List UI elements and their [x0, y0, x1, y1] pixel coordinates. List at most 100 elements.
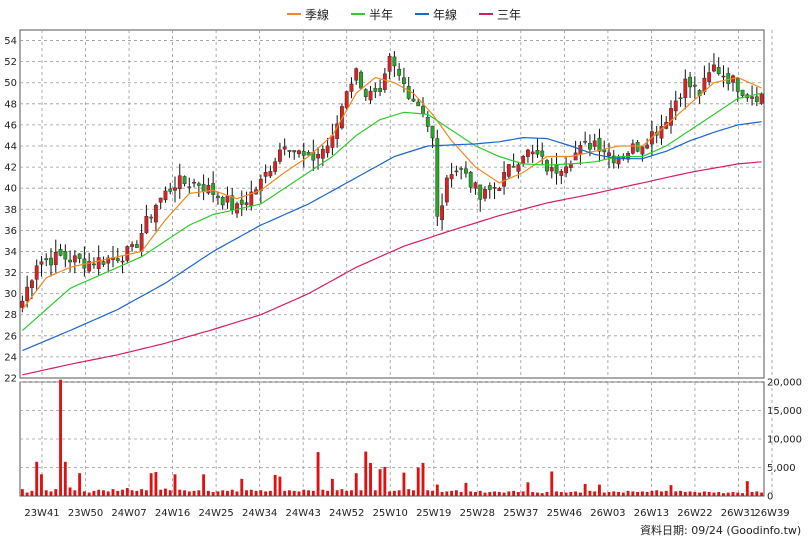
volume-bar [144, 490, 148, 496]
volume-bar [483, 492, 487, 496]
volume-bar [206, 490, 210, 496]
candle-up [316, 154, 320, 159]
candle-up [263, 171, 268, 177]
volume-bar [392, 490, 396, 496]
volume-bar [750, 492, 754, 496]
volume-bars [20, 379, 764, 496]
volume-bar [679, 490, 682, 496]
volume-bar [497, 492, 501, 496]
legend-swatch-three-year [479, 13, 494, 15]
volume-bar [106, 491, 110, 496]
candle-down [134, 244, 139, 248]
candle-up [53, 251, 58, 265]
volume-bar [531, 492, 535, 496]
candle-down [540, 150, 545, 157]
volume-bar [688, 491, 692, 496]
volume-bar [621, 492, 625, 496]
volume-bar [454, 490, 458, 496]
candle-up [645, 144, 650, 149]
candle-down [511, 165, 516, 168]
volume-bar [516, 492, 520, 496]
volume-bar [664, 490, 668, 496]
candle-up [144, 216, 149, 234]
candle-down [716, 67, 721, 75]
candle-up [673, 100, 678, 112]
volume-bar [288, 490, 291, 496]
candle-up [502, 172, 506, 187]
volume-bar [459, 492, 463, 496]
price-axis-tick-label: 40 [4, 184, 17, 195]
price-axis-tick-label: 42 [4, 163, 17, 174]
x-axis-tick-label: 24W43 [286, 508, 321, 519]
candle-down [425, 117, 430, 127]
volume-bar [187, 491, 191, 496]
volume-bar [564, 492, 568, 496]
volume-bar [559, 492, 563, 496]
price-axis-tick-label: 38 [4, 205, 17, 216]
price-axis-tick-label: 24 [4, 352, 17, 363]
legend-label-half-year: 半年 [368, 7, 393, 22]
volume-bar [464, 482, 468, 496]
price-axis-tick-label: 28 [4, 310, 17, 321]
candle-down [430, 125, 435, 139]
candle-up [444, 177, 449, 203]
volume-bar [268, 490, 272, 496]
price-axis-tick-label: 52 [4, 57, 17, 68]
volume-bar [135, 490, 139, 496]
candle-up [192, 181, 196, 184]
candle-up [516, 164, 521, 172]
candle-down [397, 68, 402, 76]
candle-down [459, 168, 464, 170]
volume-bar [245, 490, 248, 496]
volume-bar [440, 492, 444, 496]
volume-bar [373, 490, 377, 496]
candle-up [320, 148, 325, 159]
volume-bar [669, 485, 673, 496]
candle-up [492, 187, 497, 189]
volume-bar [259, 490, 263, 496]
candle-up [173, 187, 177, 191]
candle-up [125, 246, 130, 261]
volume-bar [216, 491, 220, 496]
volume-bar [168, 490, 172, 496]
x-axis-tick-label: 25W19 [416, 508, 451, 519]
price-axis-tick-label: 46 [4, 120, 17, 131]
x-axis-tick-label: 24W25 [198, 508, 233, 519]
candle-down [688, 76, 692, 88]
volume-bar [326, 490, 330, 496]
volume-bar [116, 490, 120, 496]
price-panel-frame [19, 29, 765, 379]
volume-bar [435, 484, 439, 496]
volume-bar [345, 490, 349, 496]
candle-down [435, 138, 440, 217]
volume-bar [44, 490, 48, 496]
candle-up [244, 202, 249, 206]
volume-bar [125, 488, 129, 496]
candle-down [196, 183, 201, 186]
volume-axis-tick-label: 0 [767, 492, 773, 503]
candle-down [92, 263, 96, 266]
volume-bar [545, 492, 549, 496]
candle-down [301, 151, 306, 156]
legend-item-three-year: 三年 [479, 4, 521, 24]
candle-up [330, 135, 335, 148]
candle-down [692, 84, 697, 87]
volume-bar [717, 492, 721, 496]
volume-bar [478, 490, 482, 496]
volume-bar [507, 491, 511, 496]
volume-bar [598, 484, 601, 496]
volume-bar [512, 490, 516, 496]
legend-swatch-year [415, 13, 429, 15]
volume-bar [202, 474, 206, 496]
volume-bar [307, 490, 310, 496]
candle-down [44, 258, 49, 261]
candle-up [440, 205, 444, 221]
volume-bar [25, 492, 29, 496]
candle-up [34, 265, 39, 280]
volume-bar [431, 490, 434, 496]
volume-bar [602, 492, 606, 496]
candle-up [225, 195, 230, 203]
candle-up [368, 90, 373, 101]
candle-up [607, 152, 611, 156]
volume-bar [178, 489, 182, 496]
